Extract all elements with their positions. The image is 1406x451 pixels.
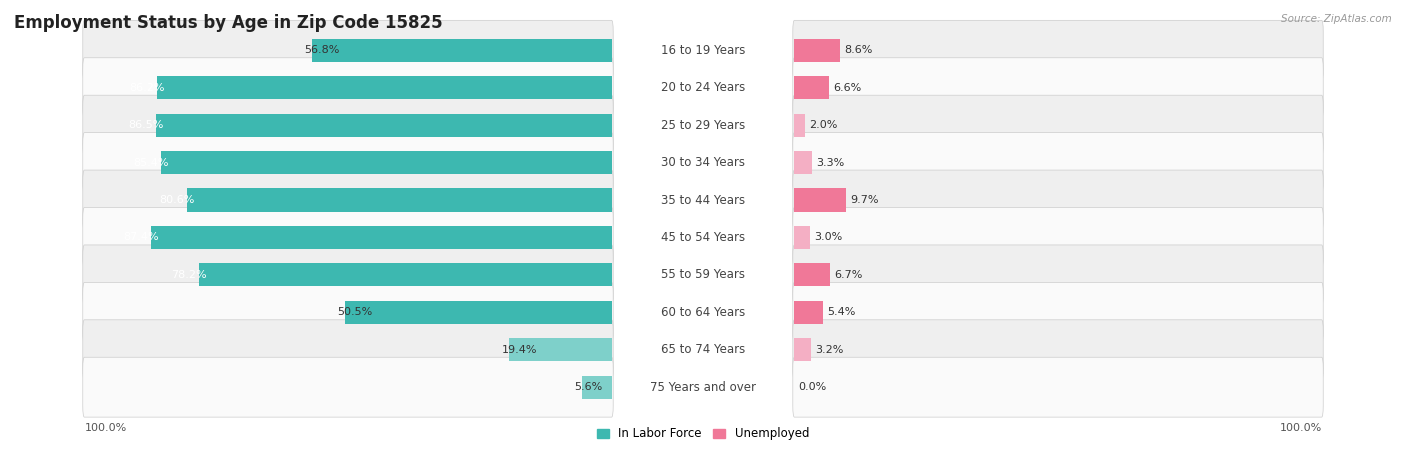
Bar bbox=[794, 151, 811, 174]
Text: 100.0%: 100.0% bbox=[84, 423, 127, 433]
FancyBboxPatch shape bbox=[83, 357, 613, 417]
FancyBboxPatch shape bbox=[793, 207, 1323, 267]
Bar bbox=[794, 114, 804, 137]
Bar bbox=[156, 114, 612, 137]
Text: 20 to 24 Years: 20 to 24 Years bbox=[661, 81, 745, 94]
Text: 5.4%: 5.4% bbox=[827, 307, 855, 318]
FancyBboxPatch shape bbox=[83, 320, 613, 380]
Text: 0.0%: 0.0% bbox=[799, 382, 827, 392]
FancyBboxPatch shape bbox=[793, 133, 1323, 193]
Text: 19.4%: 19.4% bbox=[502, 345, 537, 355]
Bar bbox=[509, 338, 612, 361]
FancyBboxPatch shape bbox=[793, 282, 1323, 342]
Text: 3.3%: 3.3% bbox=[815, 157, 844, 168]
Bar bbox=[582, 376, 612, 399]
Text: 86.2%: 86.2% bbox=[129, 83, 165, 93]
Text: 80.6%: 80.6% bbox=[159, 195, 194, 205]
Text: 78.2%: 78.2% bbox=[172, 270, 207, 280]
Text: 5.6%: 5.6% bbox=[574, 382, 602, 392]
Bar bbox=[346, 301, 612, 324]
Text: 86.5%: 86.5% bbox=[128, 120, 163, 130]
FancyBboxPatch shape bbox=[793, 170, 1323, 230]
Bar bbox=[794, 189, 845, 212]
Bar bbox=[157, 76, 612, 99]
Text: Source: ZipAtlas.com: Source: ZipAtlas.com bbox=[1281, 14, 1392, 23]
Text: 60 to 64 Years: 60 to 64 Years bbox=[661, 306, 745, 319]
Text: 3.0%: 3.0% bbox=[814, 232, 842, 243]
FancyBboxPatch shape bbox=[793, 95, 1323, 155]
FancyBboxPatch shape bbox=[83, 207, 613, 267]
FancyBboxPatch shape bbox=[83, 170, 613, 230]
FancyBboxPatch shape bbox=[83, 282, 613, 342]
Bar bbox=[312, 39, 612, 62]
Text: 56.8%: 56.8% bbox=[304, 45, 340, 55]
Bar bbox=[794, 263, 830, 286]
Bar bbox=[794, 39, 839, 62]
Text: 2.0%: 2.0% bbox=[810, 120, 838, 130]
Text: 75 Years and over: 75 Years and over bbox=[650, 381, 756, 394]
Text: 100.0%: 100.0% bbox=[1279, 423, 1322, 433]
FancyBboxPatch shape bbox=[793, 58, 1323, 118]
Text: 50.5%: 50.5% bbox=[337, 307, 373, 318]
Bar bbox=[200, 263, 612, 286]
FancyBboxPatch shape bbox=[83, 133, 613, 193]
Text: 16 to 19 Years: 16 to 19 Years bbox=[661, 44, 745, 57]
FancyBboxPatch shape bbox=[83, 95, 613, 155]
Text: 35 to 44 Years: 35 to 44 Years bbox=[661, 193, 745, 207]
FancyBboxPatch shape bbox=[83, 245, 613, 305]
Text: 87.4%: 87.4% bbox=[124, 232, 159, 243]
FancyBboxPatch shape bbox=[793, 245, 1323, 305]
Text: 45 to 54 Years: 45 to 54 Years bbox=[661, 231, 745, 244]
FancyBboxPatch shape bbox=[793, 320, 1323, 380]
Bar bbox=[794, 76, 830, 99]
Text: 6.7%: 6.7% bbox=[834, 270, 862, 280]
Text: 9.7%: 9.7% bbox=[849, 195, 879, 205]
Text: 8.6%: 8.6% bbox=[844, 45, 872, 55]
Bar bbox=[150, 226, 612, 249]
FancyBboxPatch shape bbox=[793, 20, 1323, 80]
Text: 65 to 74 Years: 65 to 74 Years bbox=[661, 343, 745, 356]
Text: 30 to 34 Years: 30 to 34 Years bbox=[661, 156, 745, 169]
Text: Employment Status by Age in Zip Code 15825: Employment Status by Age in Zip Code 158… bbox=[14, 14, 443, 32]
FancyBboxPatch shape bbox=[83, 20, 613, 80]
Bar bbox=[794, 338, 811, 361]
Bar bbox=[794, 301, 823, 324]
Text: 85.4%: 85.4% bbox=[134, 157, 169, 168]
Text: 3.2%: 3.2% bbox=[815, 345, 844, 355]
Bar bbox=[794, 226, 810, 249]
Text: 25 to 29 Years: 25 to 29 Years bbox=[661, 119, 745, 132]
Legend: In Labor Force, Unemployed: In Labor Force, Unemployed bbox=[592, 423, 814, 445]
Text: 55 to 59 Years: 55 to 59 Years bbox=[661, 268, 745, 281]
Bar bbox=[187, 189, 612, 212]
Text: 6.6%: 6.6% bbox=[834, 83, 862, 93]
FancyBboxPatch shape bbox=[793, 357, 1323, 417]
Bar bbox=[162, 151, 612, 174]
FancyBboxPatch shape bbox=[83, 58, 613, 118]
